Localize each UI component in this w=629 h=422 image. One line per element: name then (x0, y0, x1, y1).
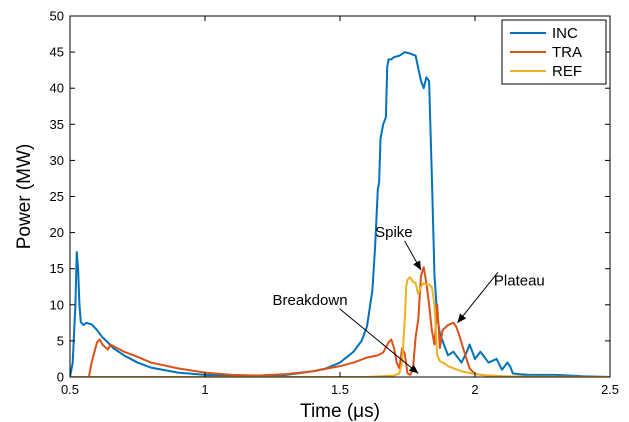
x-tick-label: 2.5 (601, 382, 619, 397)
legend-label-ref: REF (552, 63, 582, 80)
annotation-arrow (339, 308, 419, 374)
x-tick-label: 2 (471, 382, 478, 397)
x-tick-label: 1.5 (331, 382, 349, 397)
annotation-arrow (404, 240, 422, 271)
y-tick-label: 35 (50, 117, 64, 132)
legend-label-inc: INC (552, 25, 578, 42)
y-tick-label: 20 (50, 225, 64, 240)
y-tick-label: 30 (50, 153, 64, 168)
y-tick-label: 0 (57, 370, 64, 385)
annotation-spike: Spike (375, 224, 413, 241)
y-tick-label: 15 (50, 261, 64, 276)
plot-area (70, 51, 610, 377)
y-tick-label: 25 (50, 189, 64, 204)
x-axis-label: Time (μs) (300, 401, 380, 422)
annotation-breakdown: Breakdown (273, 292, 348, 309)
legend-label-tra: TRA (552, 44, 582, 61)
y-tick-label: 5 (57, 333, 64, 348)
annotations: Spike Breakdown Plateau (273, 224, 545, 374)
annotation-plateau: Plateau (494, 272, 545, 289)
x-tick-label: 0.5 (61, 382, 79, 397)
y-tick-label: 40 (50, 81, 64, 96)
legend: INC TRA REF (501, 19, 607, 85)
x-tick-label: 1 (201, 382, 208, 397)
y-tick-label: 45 (50, 45, 64, 60)
y-tick-label: 10 (50, 297, 64, 312)
axis-ticks: 0.5 1 1.5 2 2.5 0 5 10 15 20 25 30 35 40 45 50 (50, 9, 620, 398)
series-line-tra (70, 266, 610, 377)
series-line-inc (70, 51, 610, 377)
y-tick-label: 50 (50, 9, 64, 24)
series-line-ref (70, 276, 610, 377)
annotation-arrow (457, 271, 499, 324)
y-axis-label: Power (MW) (14, 144, 35, 250)
